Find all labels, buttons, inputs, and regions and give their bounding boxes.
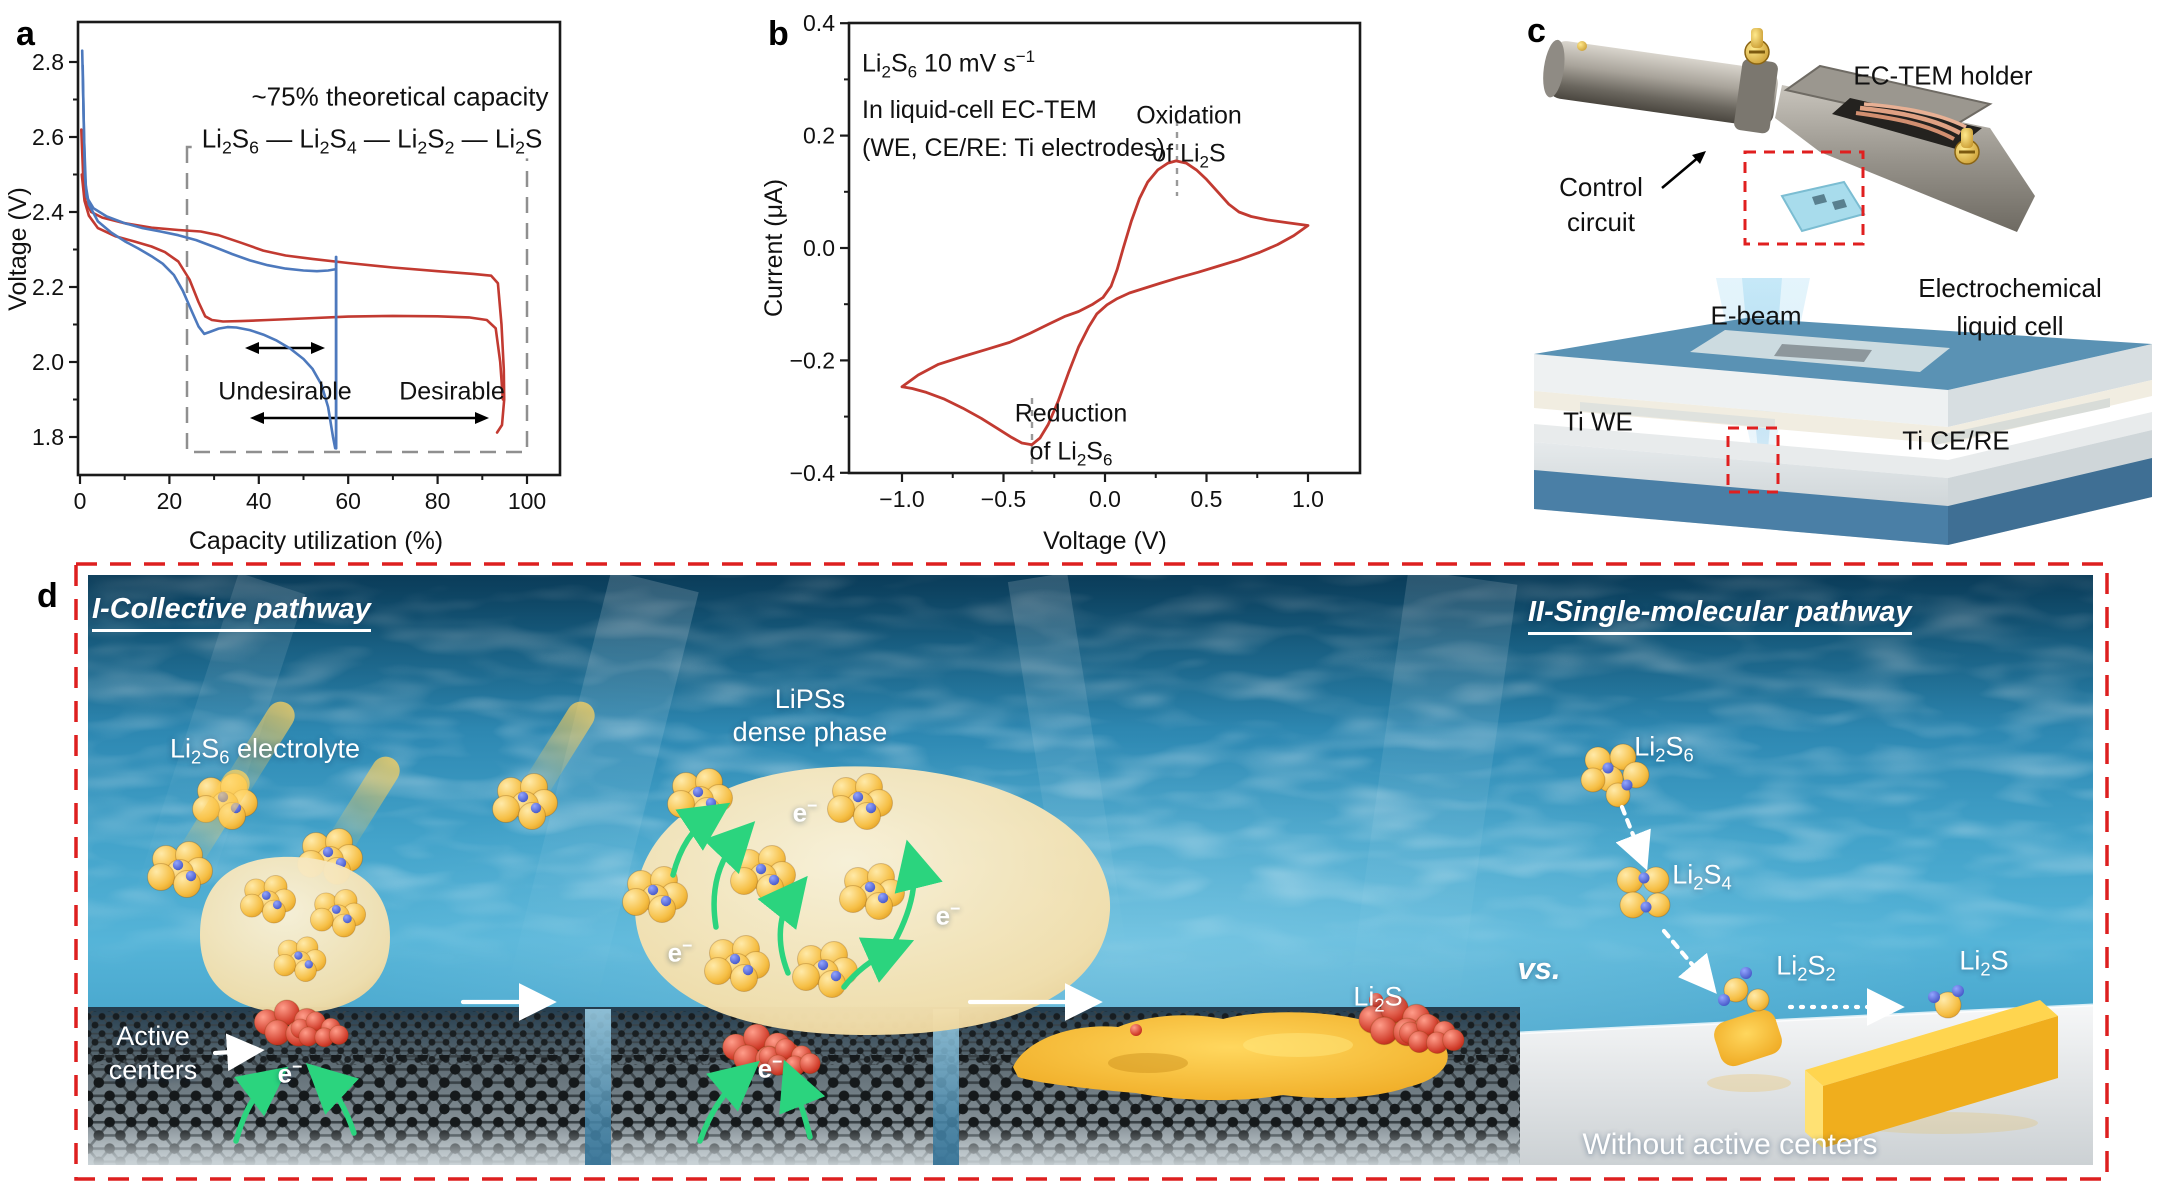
d-vs-label: vs. <box>1517 951 1561 986</box>
svg-text:0.5: 0.5 <box>1191 486 1223 512</box>
svg-text:0.4: 0.4 <box>803 10 835 36</box>
ti-we-electrode <box>1580 402 1775 428</box>
a-yaxis-label: Voltage (V) <box>4 187 32 311</box>
svg-text:2.8: 2.8 <box>32 49 64 75</box>
svg-text:2.0: 2.0 <box>32 349 64 375</box>
a-title: ~75% theoretical capacity <box>251 81 549 112</box>
d-single-molecular-pathway-title: II-Single-molecular pathway <box>1528 596 1912 635</box>
svg-text:0: 0 <box>74 488 87 514</box>
d-electron-label: e− <box>757 1051 783 1084</box>
svg-text:1.0: 1.0 <box>1292 486 1324 512</box>
d-lipss-dense-phase-label: LiPSs dense phase <box>732 684 888 747</box>
echip <box>1780 180 1866 233</box>
d-without-active-centers-label: Without active centers <box>1582 1128 1878 1161</box>
panel-c-illustration <box>1534 28 2152 545</box>
b-reduction-label: Reduction of Li2S6 <box>1014 399 1128 470</box>
svg-text:−0.2: −0.2 <box>790 347 835 373</box>
panel-b-chart: Voltage (V) Current (μA) −1.0 −0.5 0.0 0.5 1… <box>760 10 1362 555</box>
svg-text:60: 60 <box>335 488 361 514</box>
panel-b-letter: b <box>768 15 789 53</box>
ec-tem-holder-render <box>1543 28 2035 246</box>
b-xaxis-label: Voltage (V) <box>1043 527 1167 555</box>
d-step-li2s4-label: Li2S4 <box>1672 859 1732 894</box>
arrowhead <box>250 412 264 424</box>
svg-text:−1.0: −1.0 <box>879 486 924 512</box>
d-collective-pathway-title: I-Collective pathway <box>92 593 371 632</box>
d-li2s-deposit-label: Li2S <box>1353 981 1403 1016</box>
d-electron-label: e− <box>792 795 818 828</box>
panel-c-letter: c <box>1527 12 1546 50</box>
b-conditions-line1: Li2S6 10 mV s−1 <box>862 47 1036 82</box>
b-conditions: Li2S6 10 mV s−1 In liquid-cell EC-TEM (W… <box>862 38 1165 167</box>
viewing-window-box <box>1726 426 1780 494</box>
arrowhead <box>245 342 259 354</box>
arrowhead <box>311 342 325 354</box>
panel-d-artwork <box>88 701 2093 1165</box>
chip-highlight-box <box>1743 150 1865 246</box>
a-desirable-label: Desirable <box>399 377 505 406</box>
svg-text:2.4: 2.4 <box>32 199 64 225</box>
svg-text:−0.4: −0.4 <box>790 460 836 486</box>
svg-text:0.2: 0.2 <box>803 123 835 149</box>
a-xaxis-label: Capacity utilization (%) <box>189 527 443 555</box>
liquid-cell-render <box>1534 278 2152 545</box>
c-ebeam-label: E-beam <box>1710 300 1802 331</box>
svg-text:80: 80 <box>425 488 451 514</box>
svg-text:2.6: 2.6 <box>32 124 64 150</box>
control-circuit-arrow <box>1661 155 1701 189</box>
arrowhead <box>475 412 489 424</box>
svg-text:0.0: 0.0 <box>803 235 835 261</box>
svg-text:1.8: 1.8 <box>32 424 64 450</box>
gold-screw <box>1744 28 1770 65</box>
ti-ce-re-electrode <box>1935 398 2110 445</box>
b-oxidation-label: Oxidation of Li2S <box>1136 101 1242 172</box>
c-holder-label: EC-TEM holder <box>1853 60 2033 91</box>
d-step-li2s6-label: Li2S6 <box>1634 731 1694 766</box>
c-control-circuit-label: Control circuit <box>1559 172 1643 237</box>
b-conditions-line3: (WE, CE/RE: Ti electrodes) <box>862 134 1165 163</box>
svg-text:−0.5: −0.5 <box>981 486 1026 512</box>
d-step-li2s-label: Li2S <box>1959 945 2009 980</box>
svg-text:2.2: 2.2 <box>32 274 64 300</box>
a-reaction-formula: Li2S6 — Li2S4 — Li2S2 — Li2S <box>191 123 553 159</box>
d-electrolyte-label: Li2S6 electrolyte <box>169 733 361 768</box>
svg-text:20: 20 <box>157 488 183 514</box>
panel-d-scene <box>88 575 2093 1165</box>
d-electron-label: e− <box>667 935 693 968</box>
d-electron-label: e− <box>277 1056 303 1089</box>
a-undesirable-label: Undesirable <box>218 377 352 406</box>
d-active-centers-label: Active centers <box>108 1021 198 1085</box>
c-ti-cere-label: Ti CE/RE <box>1902 425 2010 456</box>
svg-text:40: 40 <box>246 488 272 514</box>
svg-text:0.0: 0.0 <box>1089 486 1121 512</box>
b-yaxis-label: Current (μA) <box>760 179 788 317</box>
c-liquid-cell-label: Electrochemical liquid cell <box>1918 273 2102 341</box>
panel-a-letter: a <box>16 15 35 53</box>
panel-d-letter: d <box>37 577 58 615</box>
gold-screw <box>1954 128 1980 165</box>
svg-text:100: 100 <box>508 488 546 514</box>
sheet-gap <box>585 1009 611 1165</box>
sheet-gap <box>933 1009 959 1165</box>
gold-pin <box>1577 41 1587 51</box>
d-electron-label: e− <box>935 898 961 931</box>
d-step-li2s2-label: Li2S2 <box>1776 950 1836 985</box>
c-ti-we-label: Ti WE <box>1563 406 1633 437</box>
b-conditions-line2: In liquid-cell EC-TEM <box>862 96 1097 125</box>
panel-d-dashed-border <box>74 562 2109 1181</box>
